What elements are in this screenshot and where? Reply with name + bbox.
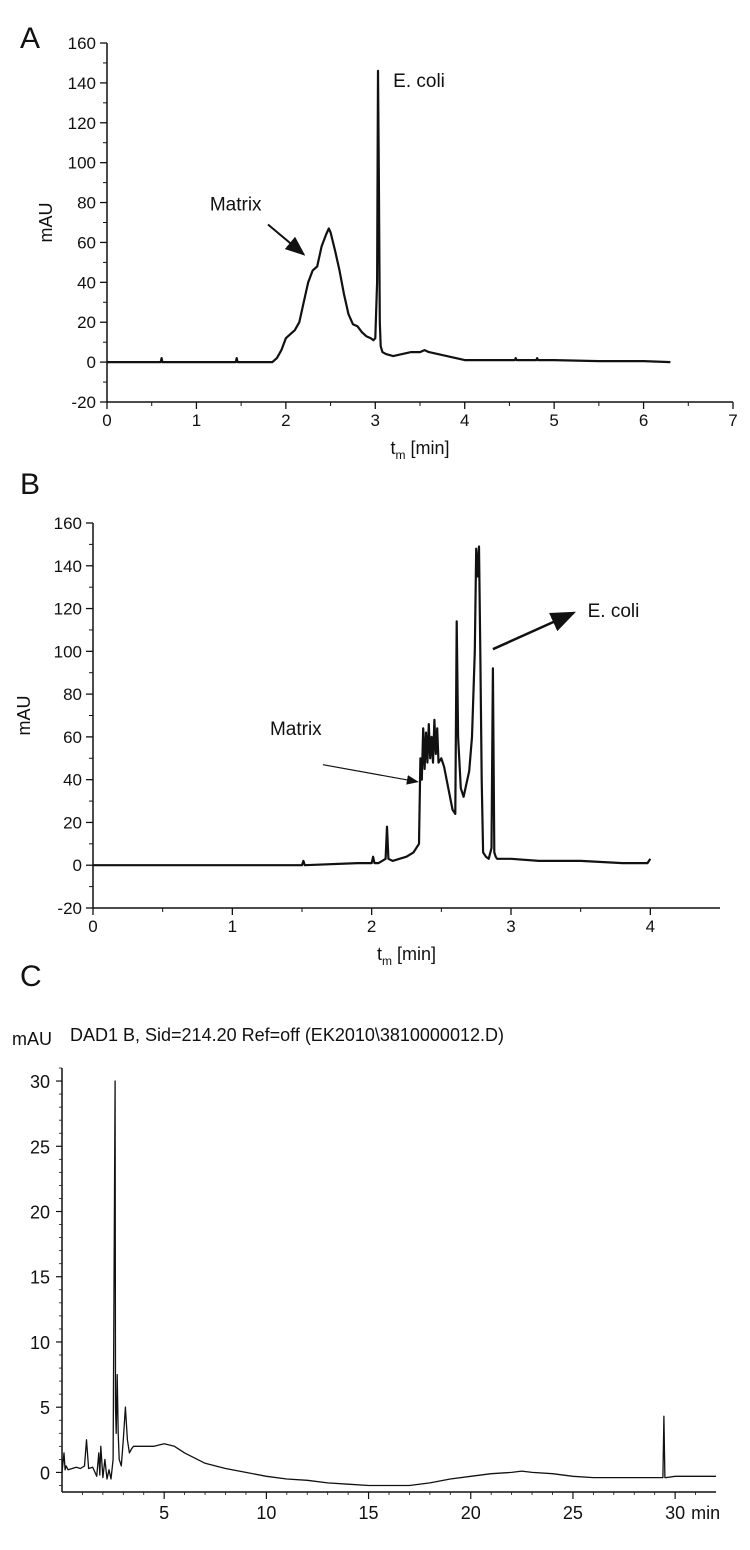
x-tick-label: 3 [371,411,380,430]
x-axis-label: tm [min] [377,944,436,968]
y-tick-label: 60 [77,233,96,252]
panel-letter-c: C [20,960,42,993]
y-tick-label: 5 [40,1398,50,1418]
annotation-arrow [267,223,306,256]
y-tick-label: 80 [63,685,82,704]
x-tick-label: 3 [506,917,515,936]
x-axis-unit: min [691,1503,720,1523]
x-tick-label: 2 [281,411,290,430]
series-line-b [93,545,652,867]
y-tick-label: 10 [30,1333,50,1353]
y-tick-label: 20 [30,1203,50,1223]
y-axis-label: mAU [14,696,34,736]
y-tick-label: 140 [68,74,96,93]
x-tick-label: 30 [665,1503,685,1523]
y-tick-label: 15 [30,1268,50,1288]
x-axis-label: tm [min] [390,438,449,462]
chart-c: 0 5 10 15 20 25 30 5 10 15 20 25 30 min mAU DAD1 B, Sid… [12,1025,720,1523]
chart-b: -20 0 20 40 60 80 100 120 140 160 0 1 2 3 4 tm [min] mAU… [14,514,720,968]
annotation-label: E. coli [393,71,445,92]
y-tick-label: 0 [87,353,96,372]
y-tick-label: 160 [68,34,96,53]
x-tick-label: 4 [460,411,469,430]
chart-title: DAD1 B, Sid=214.20 Ref=off (EK2010\38100… [70,1025,504,1045]
series-line-a [107,69,671,364]
x-tick-label: 1 [228,917,237,936]
y-tick-label: 120 [68,114,96,133]
y-tick-label: 100 [68,154,96,173]
series-line-c [61,1080,716,1487]
y-tick-label: -20 [71,393,96,412]
x-tick-label: 15 [359,1503,379,1523]
x-tick-label: 10 [256,1503,276,1523]
panel-letter-a: A [20,22,41,55]
x-tick-label: 20 [461,1503,481,1523]
annotation-arrow [492,611,576,651]
x-tick-label: 0 [102,411,111,430]
y-tick-label: 25 [30,1137,50,1157]
y-tick-label: 160 [54,514,82,533]
chart-a: -20 0 20 40 60 80 100 120 140 160 0 1 2 3 4 5 6 7 tm [min]… [36,34,738,462]
x-tick-label: 6 [639,411,648,430]
annotation-label: Matrix [270,719,322,740]
annotation-arrow [322,764,419,785]
y-axis-label: mAU [36,203,56,243]
x-tick-label: 4 [646,917,655,936]
x-tick-label: 7 [728,411,737,430]
y-tick-label: 0 [73,856,82,875]
y-tick-label: 40 [63,771,82,790]
panel-letter-b: B [20,468,41,501]
y-tick-label: -20 [57,899,82,918]
x-tick-label: 0 [88,917,97,936]
x-tick-label: 5 [159,1503,169,1523]
y-tick-label: 0 [40,1463,50,1483]
y-tick-label: 140 [54,557,82,576]
annotation-label: E. coli [588,601,640,622]
y-tick-label: 100 [54,642,82,661]
x-tick-label: 2 [367,917,376,936]
y-tick-label: 40 [77,273,96,292]
annotation-label: Matrix [210,195,262,216]
x-tick-label: 25 [563,1503,583,1523]
y-axis-label: mAU [12,1029,52,1049]
y-tick-label: 30 [30,1072,50,1092]
y-tick-label: 60 [63,728,82,747]
y-tick-label: 120 [54,600,82,619]
x-tick-label: 5 [549,411,558,430]
y-tick-label: 20 [63,813,82,832]
x-tick-label: 1 [192,411,201,430]
y-tick-label: 80 [77,194,96,213]
y-tick-label: 20 [77,313,96,332]
